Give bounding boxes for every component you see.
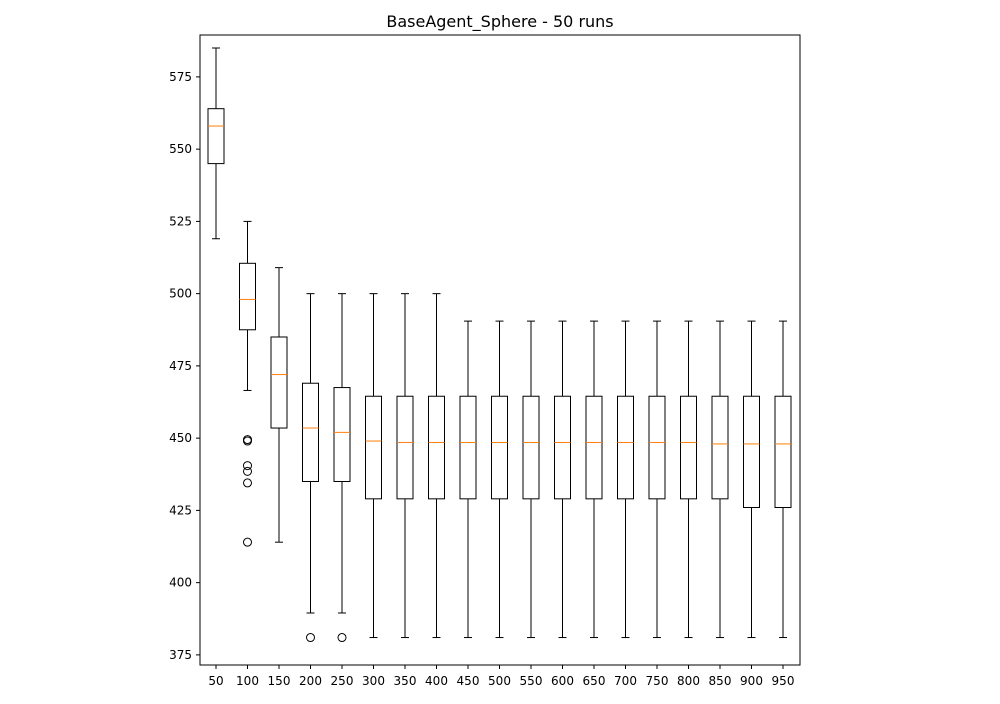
box-body: [396, 395, 414, 500]
x-tick-label: 400: [425, 674, 448, 688]
outlier-point: [243, 436, 252, 446]
x-tick-label: 900: [740, 674, 763, 688]
box-body: [585, 395, 603, 500]
box-body: [459, 395, 477, 500]
box-body: [428, 395, 445, 500]
x-tick-label: 750: [646, 674, 669, 688]
box-group: [207, 47, 225, 240]
box-body: [239, 262, 256, 331]
x-tick-label: 350: [394, 674, 417, 688]
box-body: [365, 395, 382, 500]
y-tick-label: 400: [169, 576, 192, 590]
x-axis: 50 100 150 200 250 300 350 400 450 500 550 600 650 70…: [208, 665, 794, 688]
outlier-point: [337, 633, 347, 643]
box-group: [459, 320, 477, 639]
outlier-point: [243, 537, 252, 547]
y-tick-label: 375: [169, 648, 192, 662]
box-body: [774, 395, 792, 508]
box-group: [239, 220, 256, 547]
box-group: [396, 293, 414, 639]
y-tick-label: 475: [169, 359, 192, 373]
box-body: [711, 395, 729, 500]
box-body: [522, 395, 540, 500]
x-tick-label: 50: [208, 674, 223, 688]
box-group: [585, 320, 603, 639]
box-body: [333, 387, 351, 482]
box-body: [270, 336, 288, 429]
box-group: [365, 293, 382, 639]
box-group: [270, 267, 288, 543]
y-tick-label: 425: [169, 503, 192, 517]
y-tick-label: 525: [169, 214, 192, 228]
box-body: [554, 395, 571, 500]
x-tick-label: 500: [488, 674, 511, 688]
box-group: [522, 320, 540, 639]
box-body: [207, 108, 225, 165]
x-tick-label: 650: [583, 674, 606, 688]
box-group: [743, 320, 760, 639]
x-tick-label: 950: [772, 674, 795, 688]
box-body: [617, 395, 634, 500]
box-group: [774, 320, 792, 639]
outlier-point: [243, 478, 252, 488]
box-body: [648, 395, 666, 500]
box-group: [648, 320, 666, 639]
box-group: [617, 320, 634, 639]
box-body: [743, 395, 760, 508]
box-group: [680, 320, 697, 639]
x-tick-label: 150: [268, 674, 291, 688]
outlier-point: [243, 461, 252, 471]
x-tick-label: 600: [551, 674, 574, 688]
y-tick-label: 450: [169, 431, 192, 445]
x-tick-label: 250: [331, 674, 354, 688]
box-group: [491, 320, 508, 639]
x-tick-label: 300: [362, 674, 385, 688]
box-group: [554, 320, 571, 639]
box-group: [711, 320, 729, 639]
plot-area: [207, 47, 792, 643]
box-group: [428, 293, 445, 639]
box-group: [302, 293, 319, 643]
box-body: [491, 395, 508, 500]
x-tick-label: 550: [520, 674, 543, 688]
y-tick-label: 575: [169, 70, 192, 84]
x-tick-label: 700: [614, 674, 637, 688]
x-tick-label: 850: [709, 674, 732, 688]
x-tick-label: 450: [457, 674, 480, 688]
y-axis: 375 400 425 450 475 500 525 550 575: [169, 70, 200, 662]
x-tick-label: 800: [677, 674, 700, 688]
box-body: [302, 382, 319, 482]
chart-title: BaseAgent_Sphere - 50 runs: [386, 12, 613, 32]
y-tick-label: 550: [169, 142, 192, 156]
x-tick-label: 200: [299, 674, 322, 688]
box-group: [333, 293, 351, 643]
outlier-point: [306, 633, 315, 643]
y-tick-label: 500: [169, 287, 192, 301]
outlier-point: [243, 466, 252, 476]
box-body: [680, 395, 697, 500]
x-tick-label: 100: [236, 674, 259, 688]
